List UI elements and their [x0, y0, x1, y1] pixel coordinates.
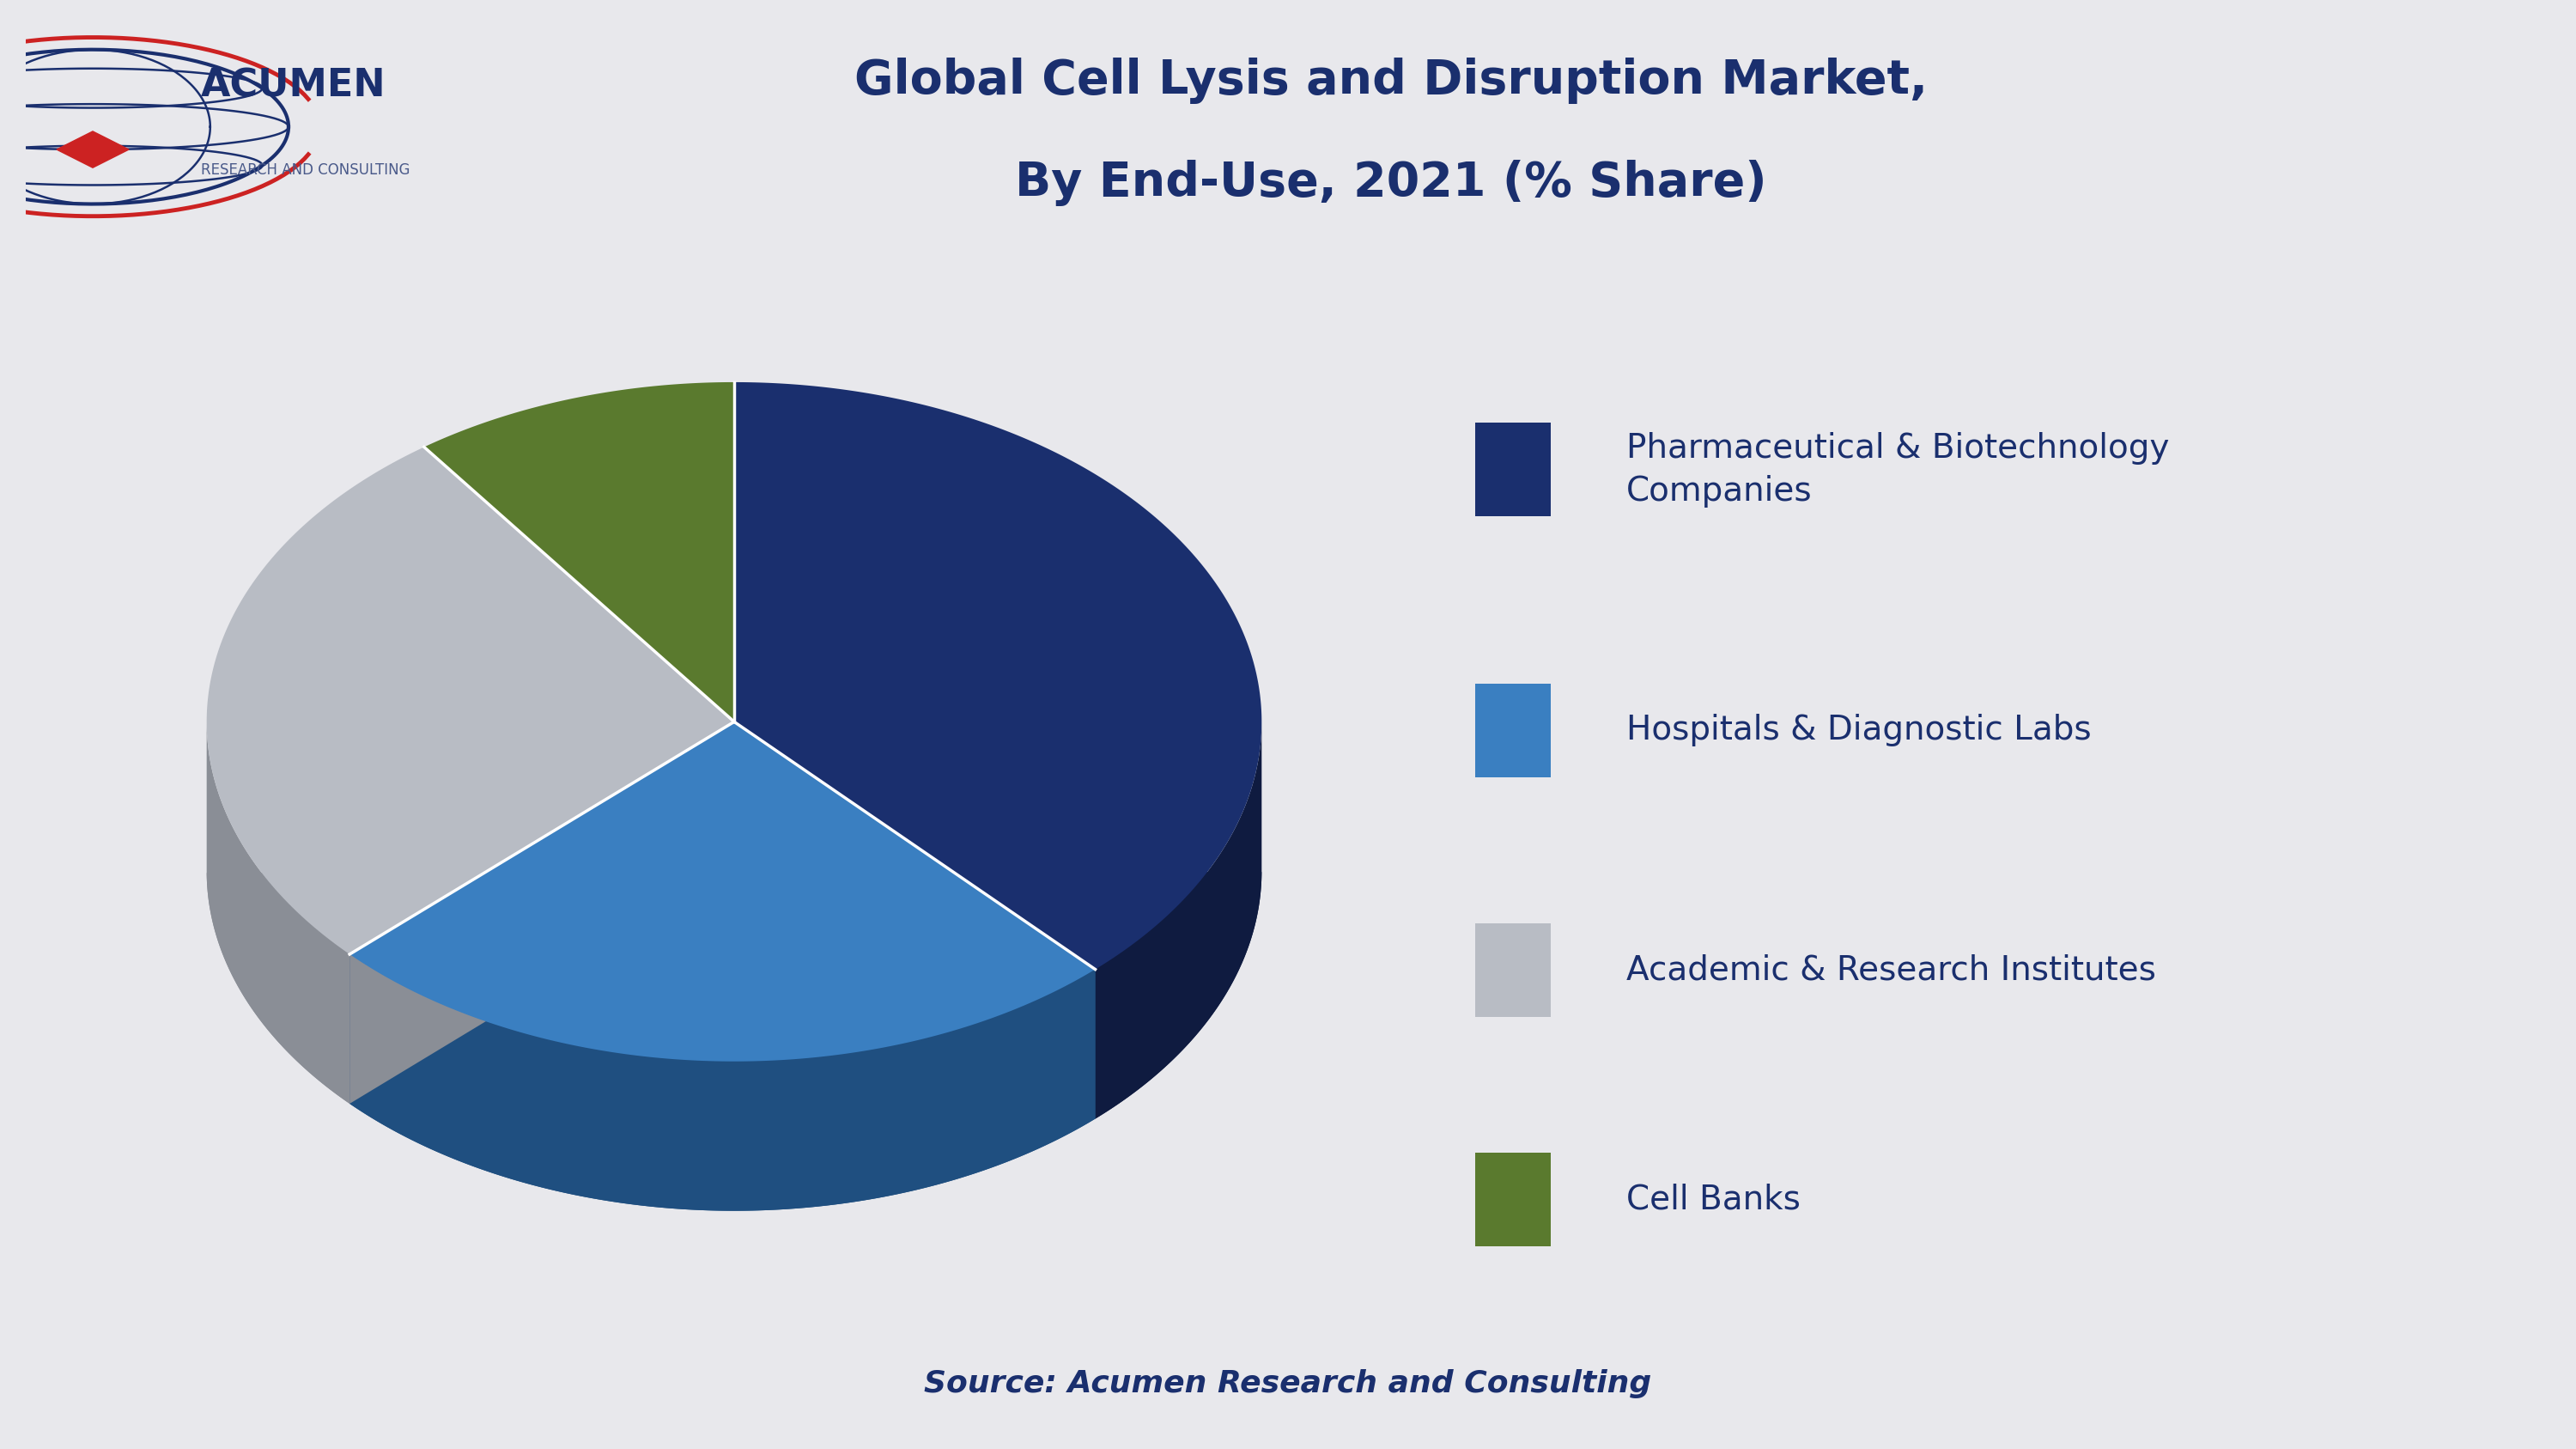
FancyBboxPatch shape	[1476, 1153, 1551, 1246]
Polygon shape	[734, 383, 1262, 969]
Polygon shape	[425, 383, 734, 722]
Text: Global Cell Lysis and Disruption Market,: Global Cell Lysis and Disruption Market,	[855, 58, 1927, 104]
Polygon shape	[350, 955, 1095, 1211]
Text: Cell Banks: Cell Banks	[1625, 1184, 1801, 1216]
Text: RESEARCH AND CONSULTING: RESEARCH AND CONSULTING	[201, 162, 410, 178]
Text: By End-Use, 2021 (% Share): By End-Use, 2021 (% Share)	[1015, 159, 1767, 206]
FancyBboxPatch shape	[1476, 923, 1551, 1017]
Text: Hospitals & Diagnostic Labs: Hospitals & Diagnostic Labs	[1625, 714, 2092, 746]
Polygon shape	[350, 722, 734, 1104]
FancyBboxPatch shape	[1476, 423, 1551, 516]
Polygon shape	[206, 448, 734, 955]
Polygon shape	[350, 722, 1095, 1061]
Polygon shape	[734, 722, 1095, 1119]
FancyBboxPatch shape	[1476, 684, 1551, 777]
Polygon shape	[734, 722, 1095, 1119]
Text: Source: Acumen Research and Consulting: Source: Acumen Research and Consulting	[925, 1369, 1651, 1398]
Polygon shape	[350, 722, 734, 1104]
Text: ACUMEN: ACUMEN	[201, 68, 386, 104]
Polygon shape	[206, 871, 734, 1104]
Text: Pharmaceutical & Biotechnology
Companies: Pharmaceutical & Biotechnology Companies	[1625, 432, 2169, 507]
Polygon shape	[206, 723, 350, 1104]
Polygon shape	[350, 871, 1095, 1211]
Polygon shape	[1095, 723, 1262, 1119]
Polygon shape	[734, 871, 1262, 1119]
Polygon shape	[57, 132, 129, 168]
Text: Academic & Research Institutes: Academic & Research Institutes	[1625, 953, 2156, 987]
